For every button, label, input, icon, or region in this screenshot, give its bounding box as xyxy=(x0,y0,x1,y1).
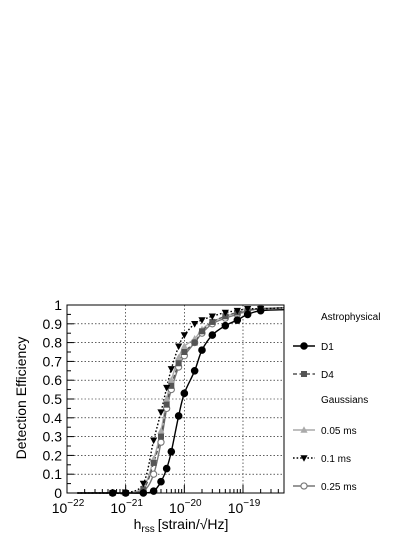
y-tick-label: 0.8 xyxy=(43,335,63,351)
data-point-0-1-ms xyxy=(167,366,175,373)
x-tick-labels: 10−22 10−21 10−20 10−19 xyxy=(52,498,261,516)
data-point-d4 xyxy=(157,433,164,440)
x-axis-title-subscript: rss xyxy=(141,524,154,535)
data-point-0-1-ms xyxy=(221,309,229,317)
data-point-0-1-ms xyxy=(208,313,216,321)
y-tick-label: 0 xyxy=(54,485,62,501)
data-point-d4 xyxy=(163,401,170,408)
x-axis-title: hrss [strain/√Hz] xyxy=(134,516,229,535)
data-point-d1 xyxy=(157,477,165,486)
y-tick-label: 0.6 xyxy=(43,372,63,388)
data-point-d1 xyxy=(208,331,217,339)
series-line-0-25-ms xyxy=(77,307,285,494)
data-point-d4 xyxy=(175,360,182,367)
grid-lines xyxy=(67,305,284,493)
data-point-d1 xyxy=(233,316,242,324)
data-point-0-05-ms xyxy=(163,395,171,402)
series-line-0-05-ms xyxy=(77,307,285,495)
legend-label-d1: D1 xyxy=(321,342,334,353)
data-point-0-1-ms xyxy=(233,307,241,315)
data-point-d1 xyxy=(198,346,206,354)
data-point-0-1-ms xyxy=(244,305,252,313)
data-point-d1 xyxy=(243,310,252,319)
x-tick-base: 10 xyxy=(169,500,185,516)
data-point-d1 xyxy=(190,367,199,375)
x-axis-title-unit: [strain/√Hz] xyxy=(158,516,229,532)
data-point-0-1-ms xyxy=(163,384,171,392)
legend: Astrophysical Gaussians D1 D4 0.05 ms 0.1 ms 0… xyxy=(293,312,380,493)
data-point-d4 xyxy=(181,349,188,355)
data-point-0-05-ms xyxy=(175,353,183,361)
legend-label-d4: D4 xyxy=(321,370,334,381)
legend-label-0-25-ms: 0.25 ms xyxy=(321,482,357,493)
data-point-0-05-ms xyxy=(167,376,175,383)
y-axis-title: Detection Efficiency xyxy=(13,337,29,460)
data-point-0-25-ms xyxy=(150,470,158,478)
data-point-0-1-ms xyxy=(191,321,199,328)
data-point-d4 xyxy=(168,382,175,389)
x-tick-base: 10 xyxy=(52,500,68,516)
legend-marker-0-25-ms xyxy=(300,482,308,490)
series-line-0-1-ms xyxy=(77,307,285,495)
data-point-d1 xyxy=(180,389,189,398)
x-tick-base: 10 xyxy=(110,500,126,516)
axis-ticks xyxy=(66,304,285,494)
data-point-0-1-ms xyxy=(180,332,188,339)
data-point-d4 xyxy=(209,318,216,325)
series-curves xyxy=(77,307,285,495)
data-point-0-1-ms xyxy=(150,437,158,445)
y-tick-labels: 0 0.1 0.2 0.3 0.4 0.5 0.6 0.7 0.8 0.9 1 xyxy=(43,297,63,501)
x-tick-label: 10−20 xyxy=(169,498,202,516)
legend-header-astrophysical: Astrophysical xyxy=(321,312,380,323)
y-tick-label: 0.9 xyxy=(43,316,63,332)
x-tick-label: 10−22 xyxy=(52,498,85,516)
legend-label-0-05-ms: 0.05 ms xyxy=(321,426,357,437)
legend-marker-0-05-ms xyxy=(300,426,308,433)
data-point-0-1-ms xyxy=(175,343,183,351)
legend-marker-0-1-ms xyxy=(300,455,308,462)
x-tick-label: 10−19 xyxy=(228,498,261,516)
x-tick-label: 10−21 xyxy=(110,498,143,516)
y-tick-label: 1 xyxy=(54,297,62,313)
data-point-d1 xyxy=(221,321,230,330)
data-point-0-05-ms xyxy=(157,427,165,434)
data-point-0-1-ms xyxy=(157,409,165,416)
y-tick-label: 0.7 xyxy=(43,353,63,369)
data-point-d4 xyxy=(198,328,205,335)
data-point-d1 xyxy=(256,306,265,315)
series-line-d4 xyxy=(77,307,285,494)
data-point-d4 xyxy=(150,459,157,466)
data-point-d1 xyxy=(162,464,171,473)
x-tick-exponent: −21 xyxy=(126,498,143,509)
data-point-0-05-ms xyxy=(180,342,188,350)
y-tick-label: 0.1 xyxy=(43,466,63,482)
legend-marker-d4 xyxy=(301,371,307,377)
data-point-0-25-ms xyxy=(157,438,165,446)
legend-header-gaussians: Gaussians xyxy=(321,395,368,406)
y-tick-label: 0.2 xyxy=(43,447,63,463)
x-tick-exponent: −19 xyxy=(243,498,260,509)
legend-label-0-1-ms: 0.1 ms xyxy=(321,454,351,465)
series-line-d1 xyxy=(77,309,285,494)
x-tick-exponent: −22 xyxy=(67,498,84,509)
series-markers xyxy=(108,304,265,497)
x-tick-exponent: −20 xyxy=(185,498,202,509)
legend-marker-d1 xyxy=(300,342,308,350)
x-tick-base: 10 xyxy=(228,500,244,516)
data-point-d1 xyxy=(167,447,176,456)
y-tick-label: 0.5 xyxy=(43,391,63,407)
y-tick-label: 0.4 xyxy=(43,410,63,426)
x-axis-title-symbol: h xyxy=(134,516,142,532)
data-point-0-1-ms xyxy=(198,317,206,324)
data-point-0-1-ms xyxy=(139,480,147,488)
data-point-d1 xyxy=(174,412,183,420)
y-tick-label: 0.3 xyxy=(43,429,63,445)
data-point-d4 xyxy=(191,339,198,346)
